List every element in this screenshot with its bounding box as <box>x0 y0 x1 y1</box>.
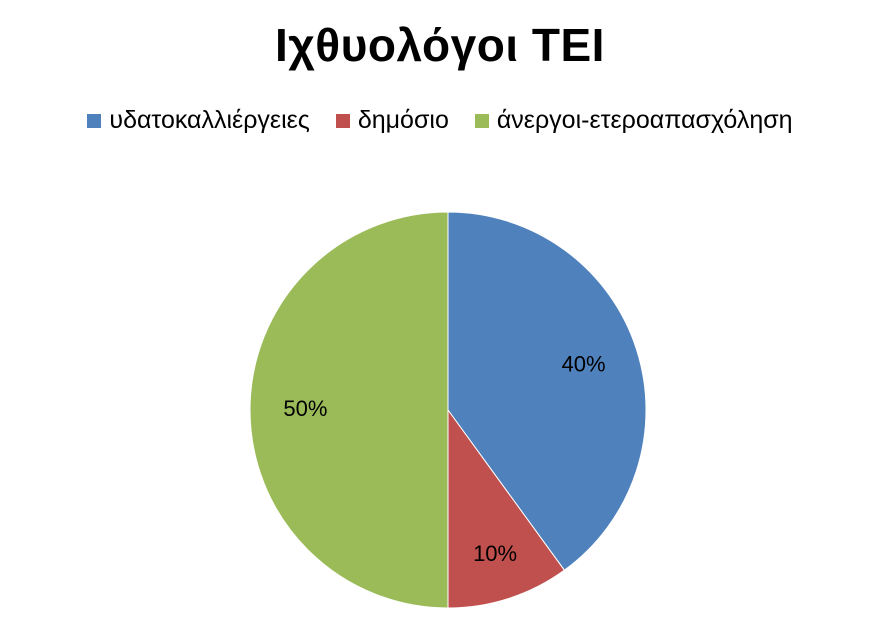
pie-slice-aquaculture <box>447 211 647 571</box>
legend-swatch-aquaculture <box>87 113 102 128</box>
legend-label-aquaculture: υδατοκαλλιέργειες <box>109 106 310 134</box>
pie-label-unemployed: 50% <box>283 396 327 421</box>
chart-title: Ιχθυολόγοι ΤΕΙ <box>275 19 605 71</box>
pie-slice-unemployed <box>249 211 449 609</box>
legend-swatch-public-sector <box>335 113 350 128</box>
legend-item-public-sector: δημόσιο <box>335 106 449 135</box>
pie-label-aquaculture: 40% <box>562 352 606 377</box>
pie-slice-public-sector <box>447 408 566 609</box>
legend-label-public-sector: δημόσιο <box>357 106 449 134</box>
legend-item-aquaculture: υδατοκαλλιέργειες <box>87 106 310 135</box>
legend-label-unemployed: άνεργοι-ετεροαπασχόληση <box>496 106 793 134</box>
legend: υδατοκαλλιέργειες δημόσιο άνεργοι-ετεροα… <box>0 106 880 135</box>
legend-swatch-unemployed <box>474 113 489 128</box>
legend-item-unemployed: άνεργοι-ετεροαπασχόληση <box>474 106 793 135</box>
pie-label-public-sector: 10% <box>473 541 517 566</box>
